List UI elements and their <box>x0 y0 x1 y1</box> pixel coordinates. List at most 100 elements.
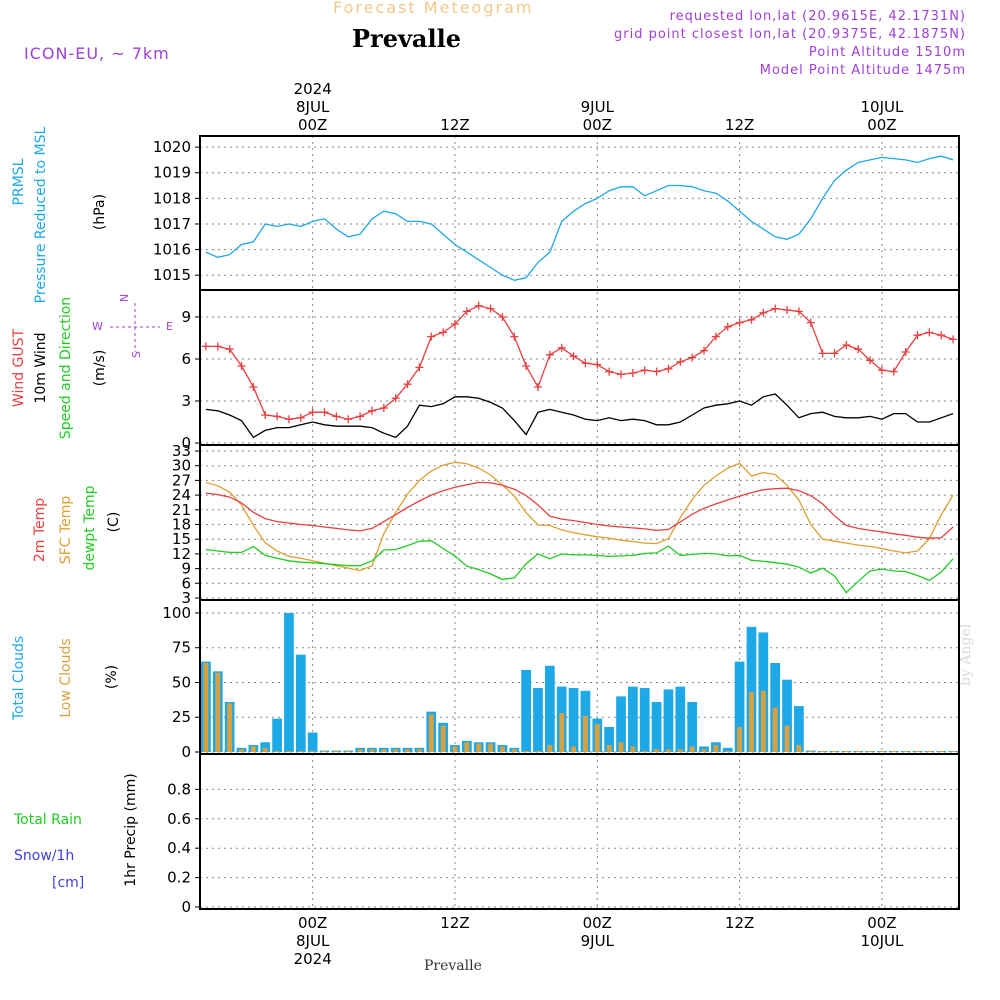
gust-marker <box>877 366 886 375</box>
low-cloud-bar <box>298 751 304 752</box>
y-tick-label: 0 <box>181 434 191 452</box>
low-cloud-bar <box>488 743 493 752</box>
gust-marker <box>273 412 282 421</box>
y-tick-label: 0 <box>181 898 191 916</box>
temp-2m-label: 2m Temp <box>32 498 48 562</box>
model-altitude: Model Point Altitude 1475m <box>759 63 966 78</box>
low-cloud-bar <box>808 751 814 752</box>
low-cloud-bar <box>559 713 565 752</box>
y-tick-label: 15 <box>172 530 191 548</box>
temp-2m-line <box>205 481 954 539</box>
gust-marker <box>593 360 602 369</box>
pressure-panel: 1015 1016 1017 1018 1019 1020 <box>153 135 960 291</box>
y-tick-label: 12 <box>172 545 191 563</box>
low-cloud-bar <box>820 751 826 752</box>
top-time-label: 12Z <box>440 116 469 134</box>
total-cloud-bar <box>295 654 306 752</box>
y-tick-label: 6 <box>181 350 191 368</box>
grid-point-coordinates: grid point closest lon,lat (20.9375E, 42… <box>614 27 966 42</box>
gust-marker <box>510 332 519 341</box>
gust-marker <box>747 315 756 324</box>
total-cloud-bar <box>794 706 804 752</box>
bottom-time-label: 8JUL <box>296 932 330 950</box>
total-cloud-bar <box>782 679 792 752</box>
total-cloud-bar <box>272 718 282 752</box>
low-cloud-bar <box>215 672 221 752</box>
total-cloud-bar <box>651 701 662 752</box>
y-tick-label: 1015 <box>153 266 191 284</box>
gust-marker <box>937 331 946 340</box>
total-cloud-bar <box>533 688 543 752</box>
y-tick-label: 25 <box>172 708 191 726</box>
y-tick-label: 0.8 <box>167 780 191 798</box>
low-cloud-bar <box>416 749 422 752</box>
prmsl-label: PRMSL <box>11 158 27 205</box>
gust-marker <box>332 412 341 421</box>
gust-marker <box>723 322 732 331</box>
total-cloud-bar <box>663 689 674 752</box>
y-tick-label: 1017 <box>153 215 191 233</box>
y-tick-label: 100 <box>162 604 191 622</box>
total-rain-label: Total Rain <box>13 812 82 828</box>
y-tick-label: 0.2 <box>167 869 191 887</box>
low-cloud-bar <box>239 749 244 752</box>
low-cloud-bar <box>843 751 849 752</box>
gust-marker <box>806 318 815 327</box>
low-cloud-bar <box>464 742 470 752</box>
low-cloud-bar <box>405 749 410 752</box>
gust-marker <box>688 353 697 362</box>
low-cloud-bar <box>938 751 944 752</box>
total-cloud-bar <box>568 688 579 752</box>
gust-marker <box>842 341 851 349</box>
gust-marker <box>830 349 839 358</box>
y-tick-label: 24 <box>172 486 191 504</box>
gust-marker <box>569 352 578 361</box>
y-tick-label: 18 <box>172 516 191 534</box>
gust-marker <box>356 412 365 421</box>
gust-marker <box>249 383 258 391</box>
snow-label: Snow/1h <box>14 848 74 864</box>
gust-marker <box>711 332 720 341</box>
gust-marker <box>949 335 958 344</box>
low-cloud-bar <box>286 751 292 752</box>
top-time-label: 2024 <box>294 80 332 98</box>
low-cloud-bar <box>322 751 327 752</box>
total-cloud-bar <box>616 696 626 752</box>
gust-marker <box>794 307 803 316</box>
compass-e: E <box>166 320 173 333</box>
y-tick-label: 27 <box>172 471 191 489</box>
precip-panel: 0 0.2 0.4 0.6 0.8 <box>167 753 960 916</box>
low-cloud-bar <box>725 751 731 752</box>
y-tick-label: 3 <box>181 589 191 607</box>
gust-marker <box>367 406 376 415</box>
gust-marker <box>237 362 246 370</box>
y-tick-label: 1016 <box>153 241 191 259</box>
low-cloud-bar <box>357 749 363 752</box>
wind-10m-label: 10m Wind <box>33 332 49 403</box>
pressure-frame <box>199 135 960 291</box>
low-cloud-bar <box>250 746 256 752</box>
low-cloud-bar <box>333 751 339 752</box>
wind-speed-direction-label: Speed and Direction <box>58 297 74 439</box>
low-cloud-bar <box>879 751 885 752</box>
gust-marker <box>474 301 483 310</box>
requested-coordinates: requested lon,lat (20.9615E, 42.1731N) <box>669 9 966 24</box>
precip-unit-label: 1hr Precip (mm) <box>123 773 139 886</box>
gust-marker <box>581 359 590 368</box>
compass-n: N <box>118 294 131 302</box>
low-cloud-bar <box>535 751 541 752</box>
gust-marker <box>213 342 222 351</box>
bottom-time-label: 12Z <box>725 914 754 932</box>
low-cloud-bar <box>523 751 529 752</box>
gust-marker <box>391 394 400 403</box>
low-cloud-bar <box>618 742 624 752</box>
low-cloud-bar <box>903 751 909 752</box>
low-cloud-bar <box>760 690 766 752</box>
model-label: ICON-EU, ~ 7km <box>24 44 170 63</box>
bottom-time-label: 9JUL <box>581 932 615 950</box>
low-cloud-bar <box>950 751 956 752</box>
low-cloud-bar <box>867 751 873 752</box>
gust-marker <box>676 357 685 366</box>
